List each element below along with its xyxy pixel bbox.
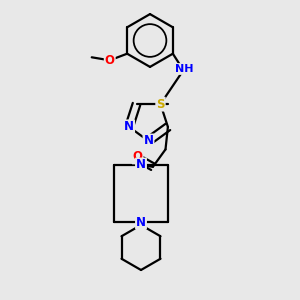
Text: N: N xyxy=(136,215,146,229)
Text: N: N xyxy=(136,158,146,172)
Text: S: S xyxy=(156,98,165,111)
Text: N: N xyxy=(124,120,134,134)
Text: O: O xyxy=(133,150,142,164)
Text: N: N xyxy=(143,134,154,148)
Text: O: O xyxy=(105,54,115,67)
Text: NH: NH xyxy=(175,64,194,74)
